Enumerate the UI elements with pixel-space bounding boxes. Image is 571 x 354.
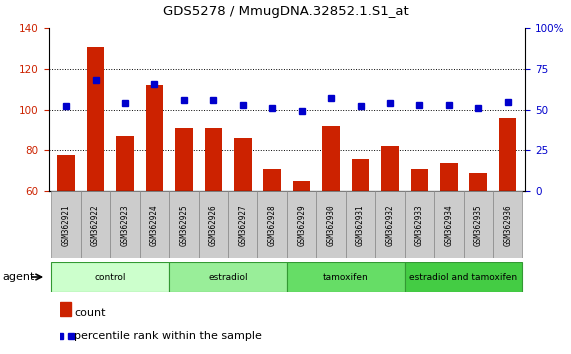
Bar — [411, 169, 428, 313]
Bar — [405, 191, 434, 258]
Bar — [199, 191, 228, 258]
Bar — [140, 191, 169, 258]
Bar — [87, 47, 104, 313]
Bar — [57, 154, 75, 313]
Text: GSM362926: GSM362926 — [209, 204, 218, 246]
Bar — [434, 191, 464, 258]
Bar — [469, 173, 487, 313]
Text: control: control — [95, 273, 126, 281]
Text: GSM362927: GSM362927 — [238, 204, 247, 246]
Text: GSM362925: GSM362925 — [179, 204, 188, 246]
Text: GSM362923: GSM362923 — [120, 204, 130, 246]
Bar — [60, 302, 71, 316]
Bar — [263, 169, 281, 313]
Bar — [110, 191, 140, 258]
Bar — [352, 159, 369, 313]
Text: GSM362930: GSM362930 — [327, 204, 336, 246]
Text: percentile rank within the sample: percentile rank within the sample — [74, 331, 262, 341]
Text: GSM362924: GSM362924 — [150, 204, 159, 246]
Bar — [175, 128, 193, 313]
Bar — [169, 262, 287, 292]
Text: count: count — [74, 308, 106, 318]
Bar — [499, 118, 517, 313]
Bar — [51, 262, 169, 292]
Text: GSM362931: GSM362931 — [356, 204, 365, 246]
Bar — [293, 181, 311, 313]
Bar — [375, 191, 405, 258]
Bar — [346, 191, 375, 258]
Text: GSM362928: GSM362928 — [268, 204, 277, 246]
Text: GSM362929: GSM362929 — [297, 204, 306, 246]
Bar — [116, 136, 134, 313]
Text: GSM362936: GSM362936 — [503, 204, 512, 246]
Bar — [287, 191, 316, 258]
Bar — [258, 191, 287, 258]
Bar — [204, 128, 222, 313]
Text: GSM362933: GSM362933 — [415, 204, 424, 246]
Bar — [81, 191, 110, 258]
Text: estradiol and tamoxifen: estradiol and tamoxifen — [409, 273, 517, 281]
Bar — [405, 262, 522, 292]
Bar — [493, 191, 522, 258]
Bar — [316, 191, 346, 258]
Text: GSM362922: GSM362922 — [91, 204, 100, 246]
Bar — [146, 85, 163, 313]
Text: estradiol: estradiol — [208, 273, 248, 281]
Bar — [464, 191, 493, 258]
Text: GDS5278 / MmugDNA.32852.1.S1_at: GDS5278 / MmugDNA.32852.1.S1_at — [163, 5, 408, 18]
Bar — [234, 138, 252, 313]
Text: GSM362921: GSM362921 — [62, 204, 71, 246]
Bar — [440, 162, 457, 313]
Text: tamoxifen: tamoxifen — [323, 273, 369, 281]
Bar — [169, 191, 199, 258]
Bar — [287, 262, 405, 292]
Text: GSM362932: GSM362932 — [385, 204, 395, 246]
Bar — [381, 146, 399, 313]
Bar — [322, 126, 340, 313]
Text: GSM362935: GSM362935 — [474, 204, 482, 246]
Bar — [228, 191, 258, 258]
Text: agent: agent — [3, 272, 35, 282]
Text: GSM362934: GSM362934 — [444, 204, 453, 246]
Bar — [51, 191, 81, 258]
